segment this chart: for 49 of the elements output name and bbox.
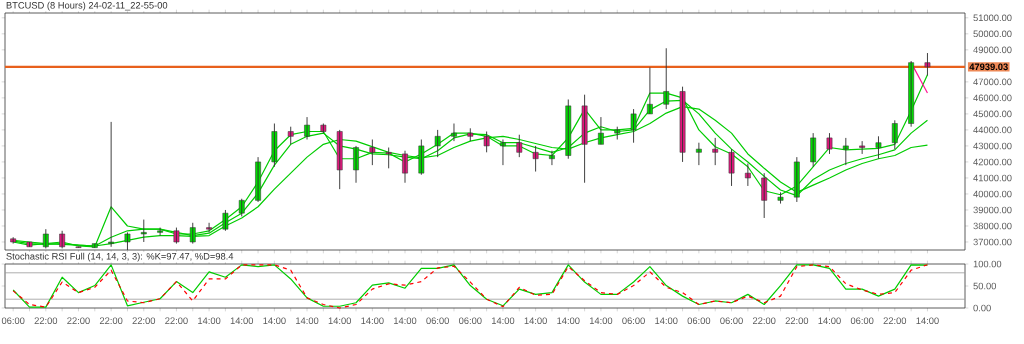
x-tick-label: 06:00 <box>458 317 482 324</box>
x-tick-label: 22:00 <box>99 317 123 324</box>
y-tick-label: 0.00 <box>973 304 991 312</box>
y-tick-label: 43000.00 <box>973 142 1012 150</box>
chart-title: Stochastic RSI Full (14, 14, 3, 3): %K=97.47, %D=98.4 <box>6 252 234 262</box>
y-tick-label: 42000.00 <box>973 158 1012 166</box>
x-tick-label: 22:00 <box>165 317 188 324</box>
x-tick-label: 14:00 <box>230 317 254 324</box>
x-tick-label: 14:00 <box>916 317 939 324</box>
x-tick-label: 14:00 <box>524 317 547 324</box>
x-tick-label: 22:00 <box>752 317 776 324</box>
y-tick-label: 40000.00 <box>973 190 1012 198</box>
x-tick-label: 06:00 <box>687 317 711 324</box>
x-tick-label: 22:00 <box>785 317 809 324</box>
y-tick-label: 37000.00 <box>973 238 1012 246</box>
x-tick-label: 14:00 <box>492 317 515 324</box>
x-tick-label: 14:00 <box>818 317 841 324</box>
x-tick-label: 14:00 <box>263 317 286 324</box>
y-tick-label: 50.00 <box>973 282 997 290</box>
x-tick-label: 14:00 <box>655 317 678 324</box>
x-tick-label: 06:00 <box>1 317 25 324</box>
x-tick-label: 14:00 <box>557 317 580 324</box>
ref-line-label: 47939.03 <box>969 63 1008 71</box>
x-tick-label: 14:00 <box>361 317 384 324</box>
x-tick-label: 22:00 <box>34 317 58 324</box>
x-tick-label: 22:00 <box>132 317 156 324</box>
y-tick-label: 44000.00 <box>973 126 1012 134</box>
y-tick-label: 46000.00 <box>973 94 1012 102</box>
y-tick-label: 38000.00 <box>973 222 1012 230</box>
y-tick-label: 51000.00 <box>973 14 1012 22</box>
x-tick-label: 06:00 <box>850 317 874 324</box>
chart-title: BTCUSD (8 Hours) 24-02-11_22-55-00 <box>6 1 168 11</box>
y-tick-label: 49000.00 <box>973 46 1012 54</box>
x-tick-label: 14:00 <box>296 317 319 324</box>
x-tick-label: 14:00 <box>589 317 613 324</box>
y-tick-label: 41000.00 <box>973 174 1012 182</box>
y-tick-label: 45000.00 <box>973 110 1012 118</box>
y-tick-label: 50000.00 <box>973 30 1012 38</box>
x-tick-label: 14:00 <box>394 317 417 324</box>
y-tick-label: 47000.00 <box>973 78 1012 86</box>
x-tick-label: 14:00 <box>328 317 352 324</box>
x-tick-label: 06:00 <box>426 317 449 324</box>
x-tick-label: 06:00 <box>720 317 743 324</box>
y-tick-label: 39000.00 <box>973 206 1012 214</box>
x-tick-label: 22:00 <box>883 317 907 324</box>
x-tick-label: 14:00 <box>198 317 221 324</box>
y-tick-label: 100.00 <box>973 260 1002 268</box>
x-tick-label: 06:00 <box>622 317 645 324</box>
x-tick-label: 22:00 <box>67 317 90 324</box>
